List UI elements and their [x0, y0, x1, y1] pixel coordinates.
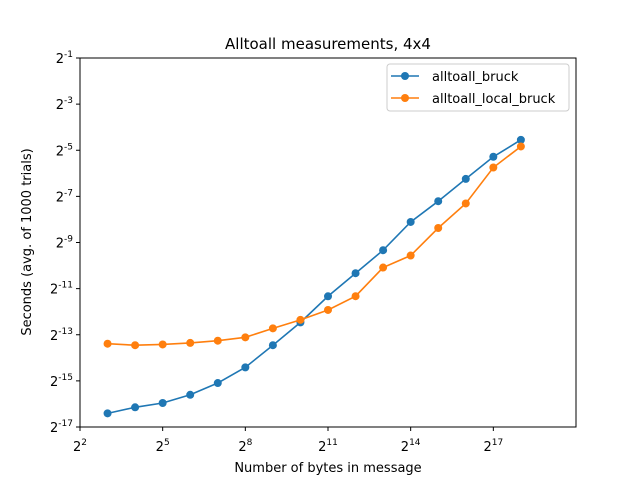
series-line: [107, 145, 522, 347]
plot-area: [79, 57, 577, 428]
chart-title: Alltoall measurements, 4x4: [225, 35, 431, 53]
x-tick-label: 25: [156, 438, 170, 455]
data-point: [213, 379, 222, 388]
y-tick-label: 2-1: [56, 50, 73, 67]
legend-label: alltoall_local_bruck: [432, 92, 556, 107]
series-alltoall_local_bruck: [103, 142, 525, 350]
legend-label: alltoall_bruck: [432, 70, 519, 85]
data-point: [379, 246, 388, 255]
legend-marker: [401, 72, 409, 80]
data-point: [131, 341, 140, 350]
data-point: [241, 333, 250, 342]
data-point: [268, 324, 277, 333]
data-point: [461, 199, 470, 208]
x-axis: 22 25 28 211 214 217: [73, 427, 503, 455]
data-point: [103, 339, 112, 348]
data-point: [489, 152, 498, 161]
x-tick-label: 211: [318, 438, 338, 455]
data-point: [434, 224, 443, 232]
y-tick-label: 2-3: [56, 96, 73, 113]
y-tick-label: 2-11: [50, 281, 73, 298]
data-point: [324, 292, 332, 301]
y-tick-label: 2-15: [50, 373, 73, 390]
data-point: [213, 336, 222, 345]
data-point: [268, 341, 277, 350]
data-point: [324, 305, 332, 314]
y-tick-label: 2-5: [56, 142, 73, 159]
x-axis-label: Number of bytes in message: [234, 461, 421, 476]
series-layer: [103, 135, 525, 418]
data-point: [434, 197, 443, 206]
data-point: [516, 142, 525, 151]
data-point: [186, 338, 195, 347]
x-tick-label: 217: [483, 438, 503, 455]
y-tick-label: 2-9: [56, 235, 74, 252]
legend-item: alltoall_bruck: [391, 70, 519, 85]
legend-item: alltoall_local_bruck: [391, 92, 556, 107]
legend-marker: [401, 94, 409, 102]
x-tick-label: 214: [401, 438, 421, 455]
y-tick-label: 2-17: [50, 419, 73, 436]
x-tick-label: 28: [238, 438, 252, 455]
data-point: [186, 390, 195, 399]
legend: alltoall_bruck alltoall_local_bruck: [386, 63, 570, 112]
series-alltoall_bruck: [103, 135, 525, 418]
series-line: [107, 139, 522, 415]
data-point: [351, 269, 360, 278]
data-point: [489, 163, 498, 172]
legend-frame: [386, 63, 570, 112]
data-point: [296, 315, 305, 324]
data-point: [379, 263, 388, 272]
x-tick-label: 22: [73, 438, 87, 455]
y-axis-label: Seconds (avg. of 1000 trials): [20, 148, 35, 335]
data-point: [158, 340, 167, 349]
data-point: [406, 251, 415, 260]
y-tick-label: 2-7: [56, 188, 73, 205]
data-point: [351, 292, 360, 301]
data-point: [516, 135, 525, 144]
data-point: [241, 363, 250, 372]
y-tick-label: 2-13: [50, 327, 73, 344]
data-point: [103, 409, 112, 418]
data-point: [461, 174, 470, 183]
data-point: [158, 398, 167, 407]
data-point: [131, 403, 140, 412]
data-point: [406, 217, 415, 226]
y-axis: 2-17 2-15 2-13 2-11 2-9 2-7 2-5 2-3 2-1: [50, 50, 80, 436]
